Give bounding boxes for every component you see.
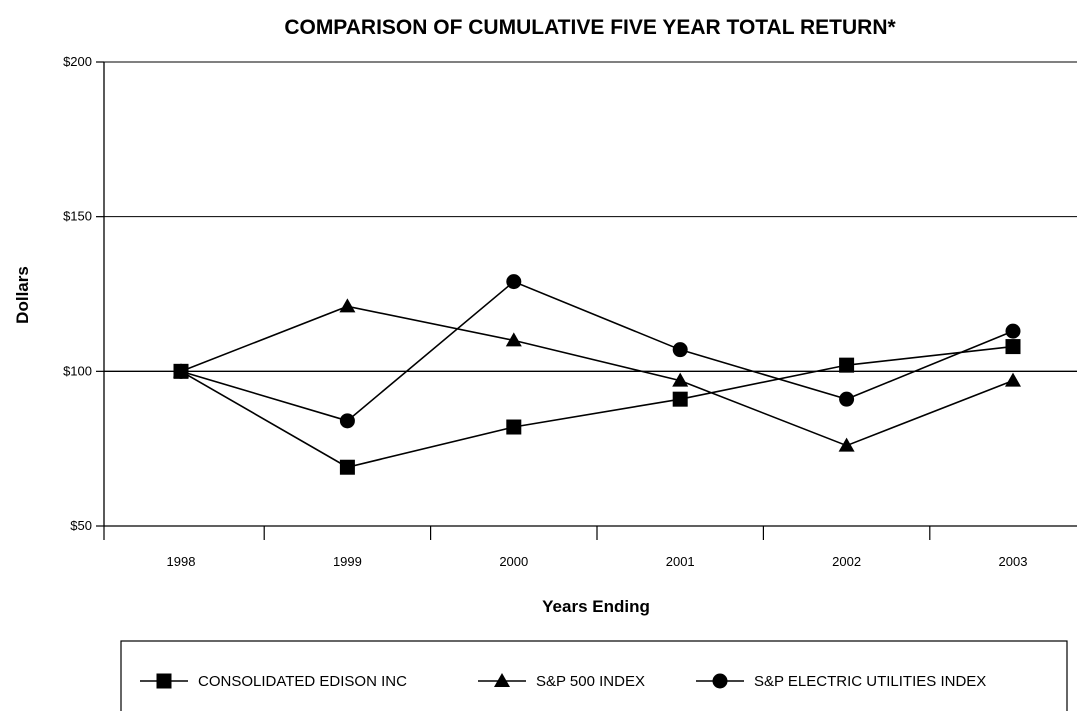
triangle-marker <box>672 372 689 387</box>
legend-label: S&P 500 INDEX <box>536 673 645 690</box>
triangle-marker <box>838 437 855 452</box>
tick-labels: $50 $100 $150 $200 1998 1999 2000 2001 2002 2003 <box>63 54 1027 569</box>
x-tick-label: 1998 <box>167 554 196 569</box>
legend-label: CONSOLIDATED EDISON INC <box>198 673 407 690</box>
circle-marker <box>506 274 522 290</box>
legend-item: S&P ELECTRIC UTILITIES INDEX <box>696 673 986 690</box>
legend-triangle-marker <box>494 673 510 687</box>
x-tick-label: 2001 <box>666 554 695 569</box>
legend-item: CONSOLIDATED EDISON INC <box>140 673 407 690</box>
square-marker <box>506 419 522 435</box>
legend-label: S&P ELECTRIC UTILITIES INDEX <box>754 673 986 690</box>
y-tick-label: $150 <box>63 209 92 224</box>
legend-square-marker <box>156 673 172 689</box>
x-axis-label: Years Ending <box>542 597 650 616</box>
series-sandp-electric-utilities-index <box>173 274 1021 429</box>
x-tick-label: 2000 <box>499 554 528 569</box>
series-layer <box>173 274 1021 475</box>
y-axis-label: Dollars <box>13 266 32 324</box>
series-line-sandp-electric-utilities-index <box>180 280 1014 422</box>
legend-item: S&P 500 INDEX <box>478 673 645 690</box>
chart-title: COMPARISON OF CUMULATIVE FIVE YEAR TOTAL… <box>284 16 896 39</box>
triangle-marker <box>505 332 522 347</box>
square-marker <box>339 459 355 475</box>
gridlines <box>104 61 1077 373</box>
legend-box <box>120 640 1068 711</box>
y-tick-label: $50 <box>70 518 92 533</box>
legend: CONSOLIDATED EDISON INC S&P 500 INDEX S&P … <box>120 640 1068 711</box>
x-tick-label: 2002 <box>832 554 861 569</box>
legend-items: CONSOLIDATED EDISON INC S&P 500 INDEX S&P … <box>140 673 986 690</box>
circle-marker <box>839 391 855 407</box>
square-marker <box>1005 339 1021 355</box>
axes <box>96 61 1077 540</box>
square-marker <box>672 391 688 407</box>
y-tick-label: $100 <box>63 363 92 378</box>
legend-circle-marker <box>712 673 728 689</box>
square-marker <box>839 357 855 373</box>
series-sandp-500-index <box>173 298 1021 452</box>
triangle-marker <box>339 298 356 313</box>
series-line-consolidated-edison-inc <box>180 345 1014 469</box>
series-line-sandp-500-index <box>180 305 1014 447</box>
circle-marker <box>672 342 688 358</box>
circle-marker <box>339 413 355 429</box>
circle-marker <box>173 363 189 379</box>
triangle-marker <box>1005 372 1021 387</box>
x-tick-label: 2003 <box>999 554 1028 569</box>
y-tick-label: $200 <box>63 54 92 69</box>
circle-marker <box>1005 323 1021 339</box>
x-tick-label: 1999 <box>333 554 362 569</box>
